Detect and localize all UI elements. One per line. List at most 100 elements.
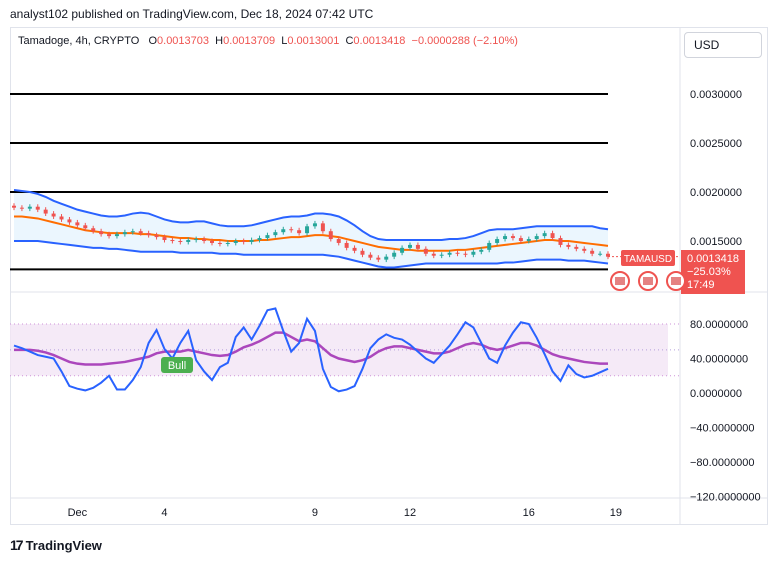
candle-body (257, 238, 262, 241)
candle-body (526, 239, 531, 241)
candle-body (114, 234, 119, 237)
candle-body (574, 246, 579, 249)
tradingview-logo[interactable]: 17 TradingView (10, 537, 102, 553)
currency-button[interactable]: USD (684, 32, 762, 58)
candle-body (582, 248, 587, 251)
candle-body (415, 244, 420, 249)
bollinger-basis-line (14, 215, 609, 252)
candle-body (194, 239, 199, 241)
candle-body (479, 249, 484, 252)
candle-body (59, 216, 64, 220)
candle-body (336, 239, 341, 243)
candle-body (344, 242, 349, 248)
candle-body (297, 230, 302, 234)
high-value: 0.0013709 (223, 35, 276, 47)
candle-body (225, 242, 230, 244)
candle-body (455, 252, 460, 254)
candle-body (518, 238, 523, 241)
candle-body (51, 213, 56, 217)
price-tick-label: 0.0015000 (690, 236, 742, 248)
candle-body (12, 205, 16, 208)
candle-body (19, 207, 24, 209)
bollinger-upper-line (13, 189, 609, 242)
candle-body (606, 253, 610, 257)
candle-body (202, 239, 207, 241)
high-label: H (215, 35, 224, 47)
publisher-line: analyst102 published on TradingView.com,… (10, 7, 374, 21)
symbol-tag-label: TAMAUSD (624, 254, 672, 265)
time-tick-label: 19 (610, 507, 622, 519)
symbol-legend: Tamadoge, 4h, CRYPTO O0.0013703 H0.00137… (18, 35, 518, 47)
candle-body (312, 223, 317, 227)
time-tick-label: 4 (161, 507, 167, 519)
flag-stripes-icon (615, 277, 625, 285)
osc-tick-label: −120.0000000 (690, 492, 761, 504)
candle-body (67, 219, 72, 223)
candle-body (471, 251, 476, 255)
candle-body (408, 244, 412, 248)
price-tag-price: 0.0013418 (687, 253, 739, 265)
candle-body (83, 225, 88, 229)
candle-body (75, 222, 80, 226)
candle-body (122, 232, 127, 235)
candle-body (265, 235, 270, 239)
time-tick-label: 9 (312, 507, 318, 519)
osc-tick-label: 40.0000000 (690, 354, 748, 366)
candle-body (210, 241, 214, 243)
candle-body (320, 223, 325, 232)
symbol-name[interactable]: Tamadoge, 4h, CRYPTO (18, 35, 140, 47)
candle-body (99, 231, 104, 235)
candle-body (423, 248, 428, 254)
candle-body (162, 237, 167, 241)
candle-body (305, 226, 310, 234)
candle-body (439, 254, 444, 256)
bull-label: Bull (168, 360, 186, 372)
candle-body (510, 236, 515, 239)
close-label: C (345, 35, 354, 47)
time-tick-label: 12 (404, 507, 416, 519)
candle-body (43, 209, 48, 214)
candle-body (27, 206, 32, 209)
candle-body (91, 228, 96, 232)
open-value: 0.0013703 (157, 35, 210, 47)
candle-body (186, 240, 191, 242)
chart-frame (10, 27, 768, 525)
price-tag-countdown: 17:49 (687, 279, 715, 291)
candle-body (178, 241, 183, 242)
candle-body (154, 235, 159, 238)
osc-tick-label: 0.0000000 (690, 388, 742, 400)
candle-body (392, 252, 397, 257)
candle-body (376, 257, 381, 260)
candle-body (542, 233, 547, 237)
tradingview-brand: TradingView (25, 537, 102, 553)
candle-body (233, 241, 238, 243)
osc-tick-label: −80.0000000 (690, 457, 755, 469)
stoch-k-line (13, 307, 609, 393)
price-tick-label: 0.0025000 (690, 138, 742, 150)
candle-body (138, 231, 143, 234)
candle-body (249, 240, 254, 242)
candle-body (35, 206, 40, 210)
time-tick-label: 16 (523, 507, 535, 519)
candle-body (273, 232, 278, 236)
price-tick-label: 0.0030000 (690, 89, 742, 101)
candle-body (431, 253, 436, 256)
price-tag-change: −25.03% (687, 266, 731, 278)
open-label: O (148, 35, 158, 47)
osc-tick-label: −40.0000000 (690, 423, 755, 435)
flag-stripes-icon (643, 277, 653, 285)
candle-body (241, 241, 246, 242)
bull-badge (161, 357, 193, 373)
price-tick-label: 0.0020000 (690, 187, 742, 199)
candle-body (170, 240, 175, 242)
candle-body (534, 236, 539, 240)
candle-body (495, 239, 500, 243)
tradingview-logo-icon: 17 (10, 537, 24, 553)
candle-body (590, 250, 595, 254)
bollinger-lower-line (14, 240, 609, 269)
time-tick-label: Dec (68, 507, 88, 519)
candle-body (447, 252, 452, 255)
candle-body (598, 253, 603, 255)
low-value: 0.0013001 (287, 35, 340, 47)
